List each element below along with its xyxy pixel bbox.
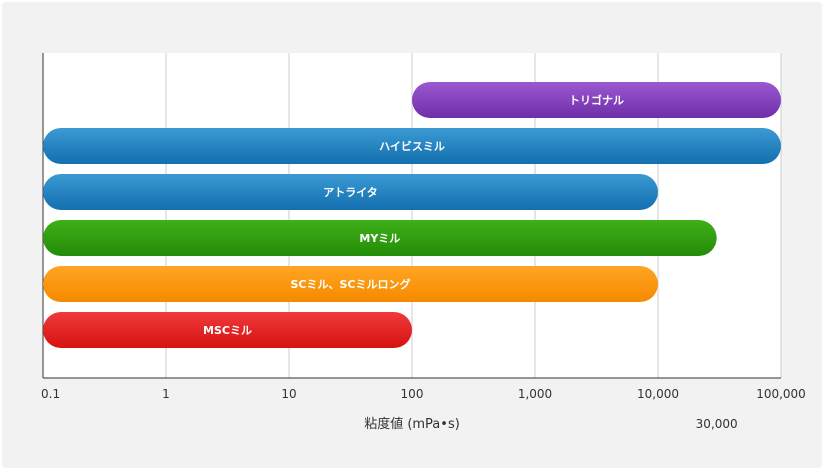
bar <box>43 220 717 256</box>
tick-label: 10,000 <box>637 387 679 401</box>
bar-label: ハイビスミル <box>379 139 445 153</box>
bar <box>43 174 658 210</box>
bar-label: トリゴナル <box>569 93 624 107</box>
tick-label-extra: 30,000 <box>696 417 738 431</box>
bar-label: MYミル <box>359 232 400 245</box>
x-axis-label: 粘度値 (mPa•s) <box>364 416 460 432</box>
tick-label: 10 <box>281 387 296 401</box>
tick-label: 100 <box>401 387 424 401</box>
tick-label: 100,000 <box>756 387 806 401</box>
tick-labels: 0.1 1 10 100 1,000 10,000 100,000 30,000 <box>41 387 806 431</box>
bar <box>43 266 658 302</box>
bar-label: MSCミル <box>203 324 252 337</box>
bar <box>412 82 781 118</box>
bar <box>43 312 412 348</box>
tick-label: 1 <box>162 387 170 401</box>
tick-label: 1,000 <box>518 387 552 401</box>
bar-label: SCミル、SCミルロング <box>291 277 411 291</box>
axis <box>42 53 781 379</box>
bar-label: アトライタ <box>323 186 378 199</box>
tick-label: 0.1 <box>41 387 60 401</box>
bar <box>43 128 781 164</box>
